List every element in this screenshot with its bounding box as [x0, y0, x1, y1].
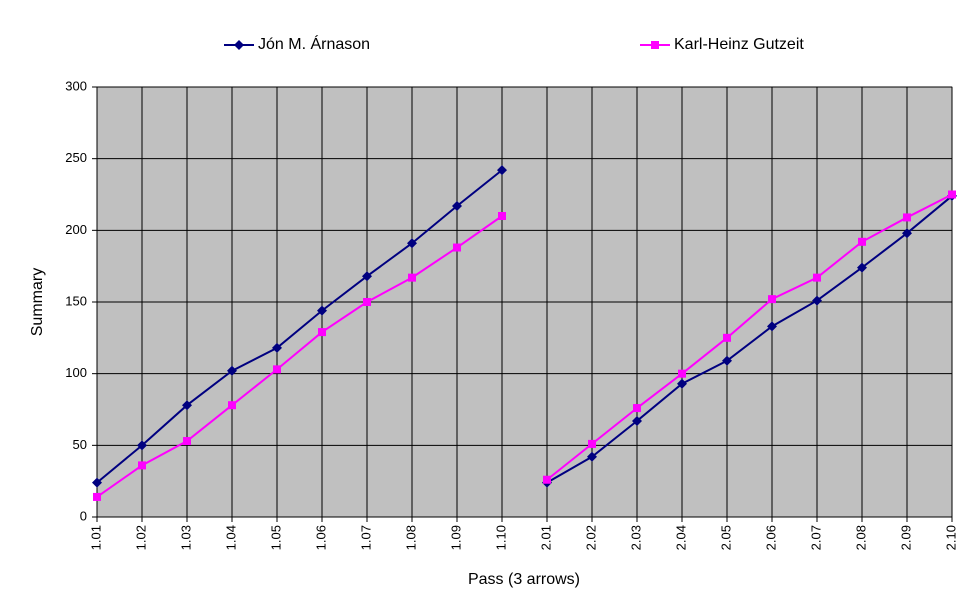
data-point	[498, 212, 506, 220]
data-point	[722, 355, 732, 366]
data-point	[137, 440, 147, 451]
legend-label: Jón M. Árnason	[258, 34, 370, 53]
data-point	[408, 273, 416, 282]
data-point	[768, 295, 776, 304]
y-tick-label: 50	[73, 437, 87, 452]
x-tick-label: 2.06	[763, 525, 778, 550]
x-tick-label: 2.02	[583, 525, 598, 550]
x-tick-label: 2.03	[628, 525, 643, 550]
legend-label: Karl-Heinz Gutzeit	[674, 36, 804, 53]
x-tick-label: 2.09	[898, 525, 913, 550]
y-tick-label: 100	[65, 365, 87, 380]
data-point	[272, 342, 282, 353]
x-tick-label: 2.05	[718, 525, 733, 550]
legend-marker	[234, 40, 244, 50]
data-point	[452, 200, 462, 211]
data-point	[317, 305, 327, 316]
data-point	[857, 262, 867, 273]
y-tick-label: 250	[65, 150, 87, 165]
data-point	[588, 439, 596, 448]
x-tick-label: 1.09	[448, 525, 463, 550]
data-point	[678, 369, 686, 378]
data-point	[632, 415, 642, 426]
x-tick-label: 2.08	[853, 525, 868, 550]
data-point	[138, 461, 146, 470]
legend-marker	[651, 41, 659, 49]
data-point	[182, 400, 192, 411]
data-point	[813, 273, 821, 282]
data-point	[362, 271, 372, 282]
x-axis-label: Pass (3 arrows)	[468, 571, 580, 588]
data-point	[858, 237, 866, 246]
data-point	[318, 328, 326, 337]
data-point	[767, 321, 777, 332]
y-tick-label: 0	[80, 508, 87, 523]
x-tick-label: 2.07	[808, 525, 823, 550]
series-line	[96, 169, 503, 484]
data-point	[453, 243, 461, 252]
data-point	[587, 451, 597, 462]
data-point	[633, 404, 641, 413]
data-point	[93, 492, 101, 501]
series-line	[546, 193, 953, 481]
series-line	[546, 195, 953, 484]
data-point	[497, 165, 507, 176]
x-tick-label: 1.03	[178, 525, 193, 550]
y-tick-label: 200	[65, 222, 87, 237]
data-point	[903, 213, 911, 222]
y-tick-label: 150	[65, 293, 87, 308]
y-axis-label: Summary	[29, 268, 46, 336]
x-tick-label: 1.02	[133, 525, 148, 550]
x-tick-label: 2.01	[538, 525, 553, 550]
data-point	[812, 295, 822, 306]
data-point	[273, 365, 281, 374]
data-point	[407, 238, 417, 249]
data-point	[948, 190, 956, 199]
series-line	[96, 215, 503, 498]
data-point	[228, 401, 236, 410]
y-tick-label: 300	[65, 78, 87, 93]
x-tick-label: 1.10	[493, 525, 508, 550]
data-point	[902, 228, 912, 239]
data-point	[677, 378, 687, 389]
x-tick-label: 1.04	[223, 525, 238, 550]
x-tick-label: 1.08	[403, 525, 418, 550]
data-point	[723, 333, 731, 342]
data-point	[183, 437, 191, 446]
x-tick-label: 2.10	[943, 525, 958, 550]
x-tick-label: 2.04	[673, 525, 688, 550]
data-point	[363, 298, 371, 306]
data-point	[543, 475, 551, 484]
data-point	[92, 477, 102, 488]
x-tick-label: 1.01	[88, 525, 103, 550]
x-tick-label: 1.06	[313, 525, 328, 550]
x-tick-label: 1.07	[358, 525, 373, 550]
x-tick-label: 1.05	[268, 525, 283, 550]
data-point	[227, 365, 237, 376]
